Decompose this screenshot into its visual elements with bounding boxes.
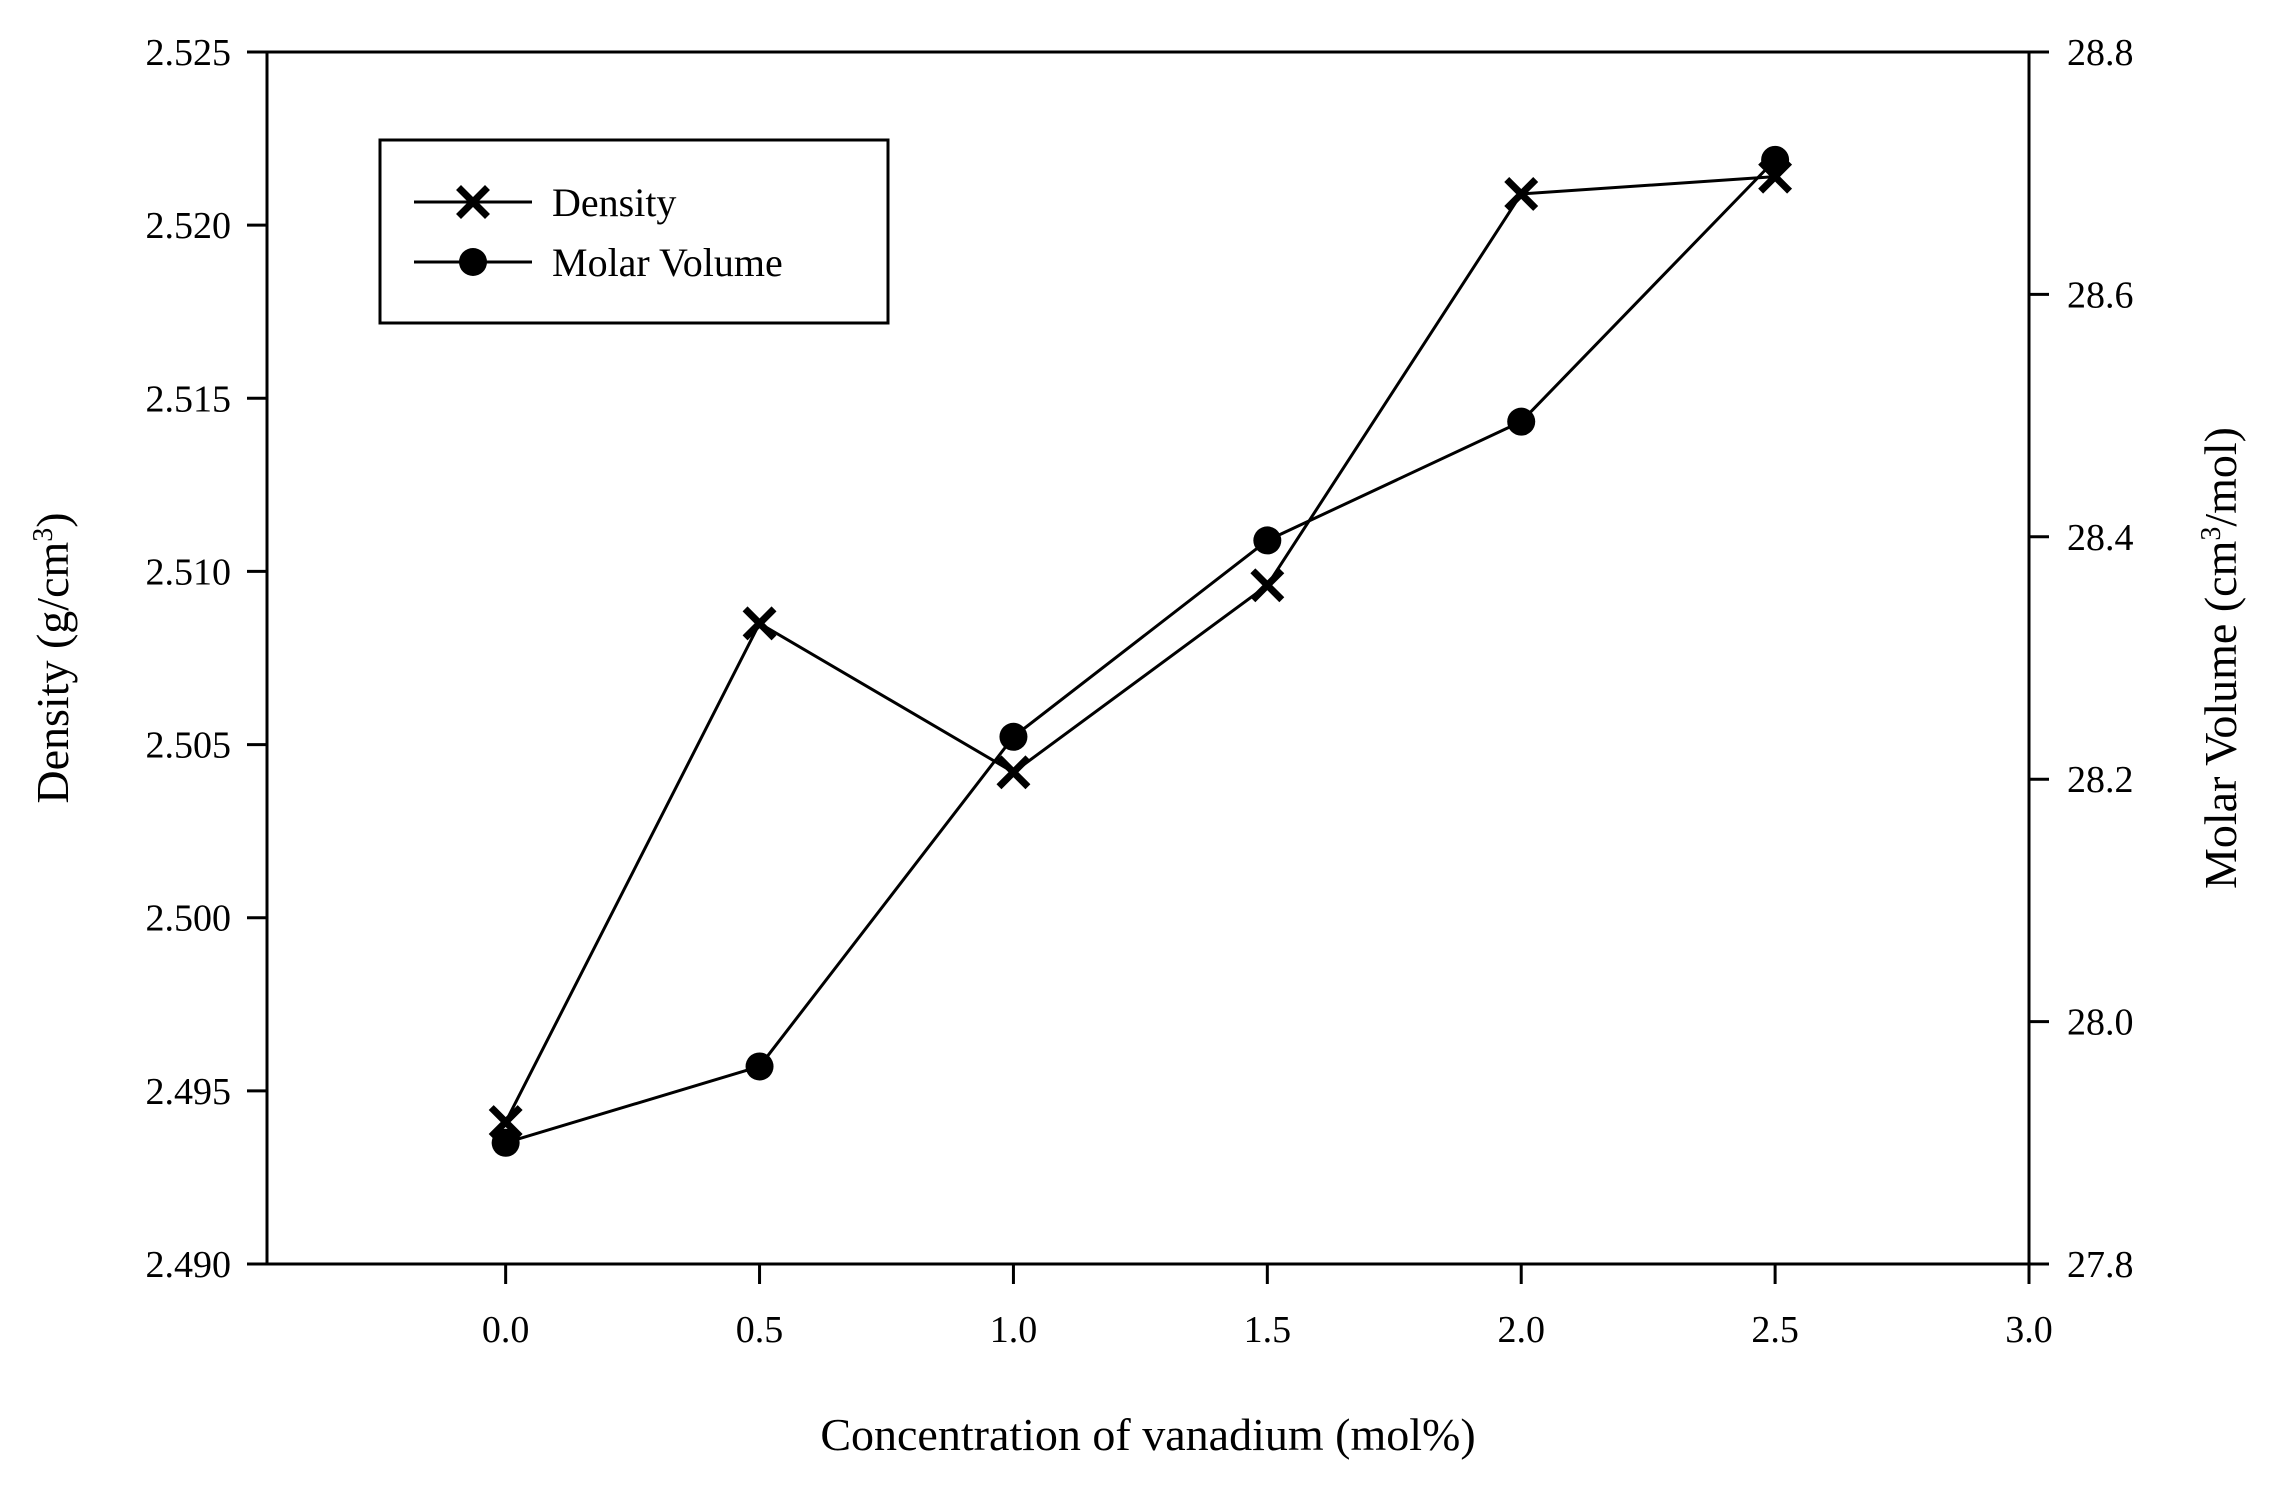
x-tick-label: 2.0 (1497, 1309, 1545, 1351)
right-y-axis-title: Molar Volume (cm3/mol) (2195, 427, 2246, 889)
data-point-molar-volume (1507, 407, 1536, 436)
legend: Density Molar Volume (378, 138, 890, 325)
right-y-tick-label: 27.8 (2067, 1244, 2134, 1286)
left-y-axis: 2.490 2.495 2.500 2.505 2.510 2.515 2.520 2.525 (146, 32, 267, 1286)
data-point-molar-volume (491, 1128, 520, 1157)
left-y-tick-label: 2.520 (146, 205, 232, 247)
legend-label-molar-volume: Molar Volume (552, 240, 783, 285)
x-tick-label: 3.0 (2005, 1309, 2053, 1351)
x-tick-label: 0.0 (482, 1309, 530, 1351)
left-y-tick-label: 2.505 (146, 725, 232, 767)
legend-marker-density-x-icon (456, 185, 490, 219)
left-y-tick-label: 2.500 (146, 898, 232, 940)
data-point-molar-volume (1761, 145, 1790, 174)
x-tick-label: 1.5 (1244, 1309, 1292, 1351)
series-line-molar-volume (505, 158, 1777, 1145)
series-layer (488, 145, 1793, 1157)
right-y-tick-label: 28.0 (2067, 1002, 2134, 1044)
right-y-tick-label: 28.2 (2067, 759, 2134, 801)
right-y-tick-label: 28.8 (2067, 32, 2134, 74)
left-y-tick-label: 2.510 (146, 551, 232, 593)
right-y-tick-label: 28.4 (2067, 517, 2134, 559)
left-y-tick-label: 2.515 (146, 378, 232, 420)
x-axis: 0.0 0.5 1.0 1.5 2.0 2.5 3.0 (482, 1264, 2053, 1351)
left-y-tick-label: 2.525 (146, 32, 232, 74)
data-point-molar-volume (1253, 526, 1282, 555)
right-y-axis: 27.8 28.0 28.2 28.4 28.6 28.8 (2029, 32, 2134, 1286)
left-y-tick-label: 2.495 (146, 1071, 232, 1113)
data-point-density (488, 1105, 523, 1139)
data-point-molar-volume (745, 1052, 774, 1081)
left-y-axis-title: Density (g/cm3) (27, 512, 78, 803)
data-point-density (996, 755, 1031, 790)
x-tick-label: 2.5 (1751, 1309, 1799, 1351)
x-tick-label: 0.5 (736, 1309, 784, 1351)
series-line-density (504, 175, 1776, 1123)
data-point-density (742, 606, 777, 641)
x-tick-label: 1.0 (990, 1309, 1038, 1351)
data-point-density (1250, 568, 1285, 603)
left-y-tick-label: 2.490 (146, 1244, 232, 1286)
data-point-molar-volume (999, 722, 1028, 751)
legend-marker-molar-volume-circle-icon (459, 248, 487, 276)
legend-label-density: Density (552, 180, 676, 225)
plot-frame (265, 50, 2031, 1266)
x-axis-title: Concentration of vanadium (mol%) (820, 1409, 1475, 1460)
legend-box (378, 138, 890, 325)
data-point-density (1504, 177, 1539, 211)
right-y-tick-label: 28.6 (2067, 274, 2134, 316)
